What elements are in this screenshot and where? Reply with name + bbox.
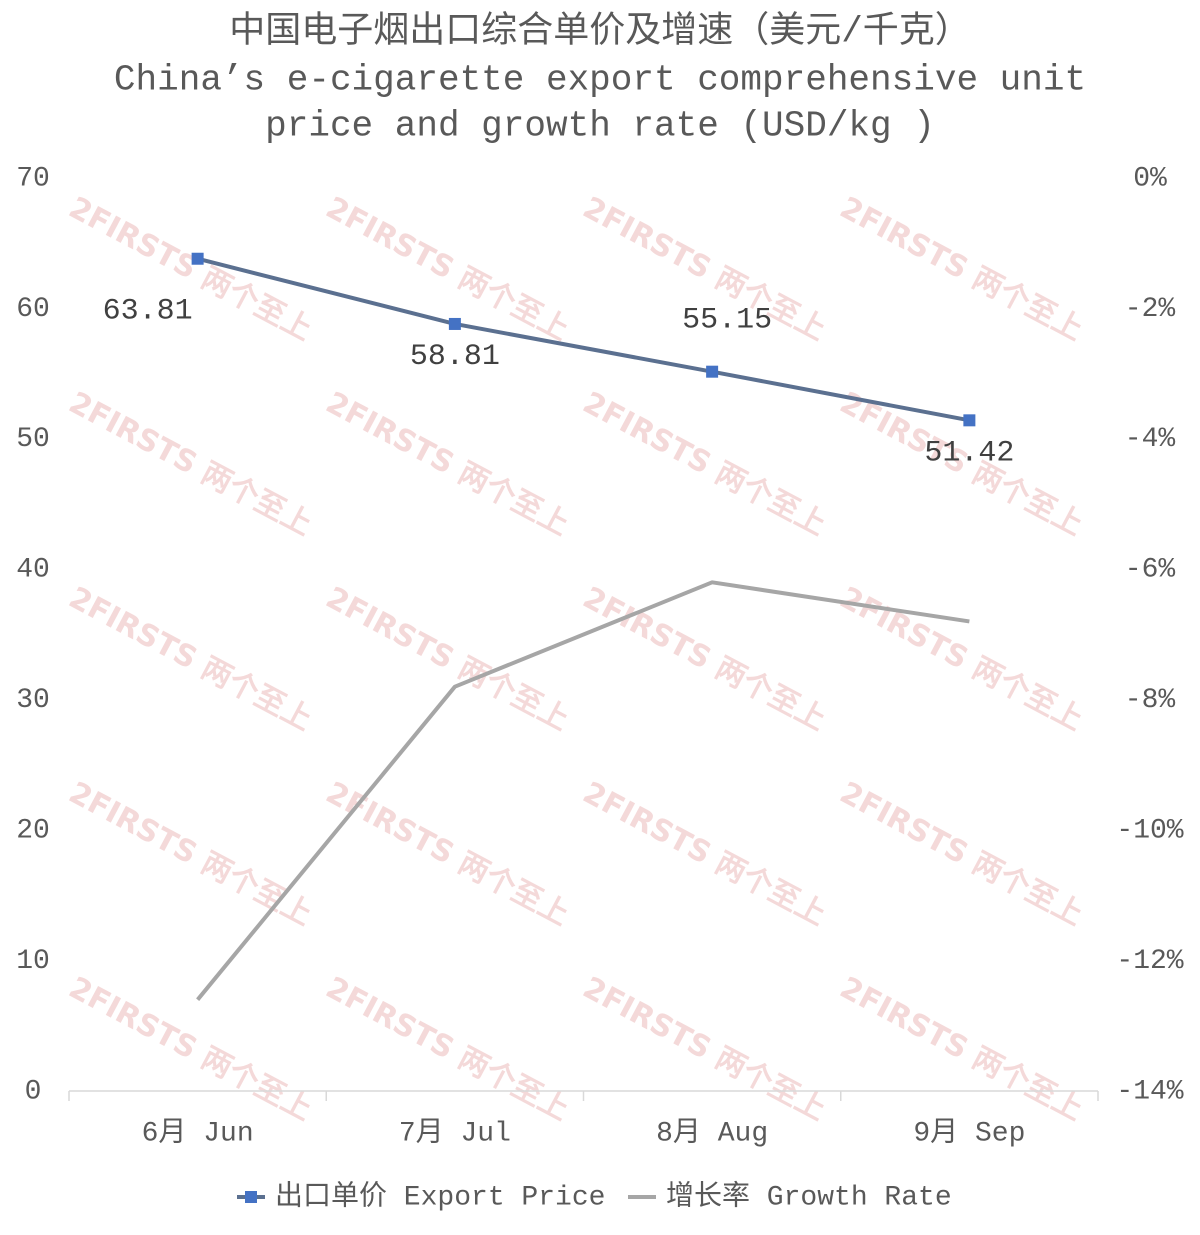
y-tick-label: 20 <box>16 816 50 847</box>
chart-title: 中国电子烟出口综合单价及增速（美元/千克） <box>229 10 971 53</box>
y2-tick-label: -2% <box>1125 294 1176 325</box>
data-label: 51.42 <box>924 436 1014 470</box>
data-label: 63.81 <box>103 295 193 329</box>
watermark: 2FIRSTS 两个至上 <box>320 775 575 933</box>
y-tick-label: 40 <box>16 555 50 586</box>
y-tick-label: 30 <box>16 685 50 716</box>
marker <box>963 414 976 427</box>
y-tick-label: 10 <box>16 946 50 977</box>
x-tick-label: 6月 Jun <box>142 1117 254 1149</box>
chart-subtitle: price and growth rate (USD/kg ) <box>265 106 935 147</box>
legend-label: 增长率 Growth Rate <box>666 1179 952 1213</box>
y2-tick-label: -4% <box>1125 424 1176 455</box>
watermark: 2FIRSTS 两个至上 <box>63 580 318 738</box>
watermarks: 2FIRSTS 两个至上 2FIRSTS 两个至上 2FIRSTS 两个至上 2FIR… <box>63 190 1089 1128</box>
legend-label: 出口单价 Export Price <box>275 1179 605 1213</box>
watermark: 2FIRSTS 两个至上 <box>834 580 1089 738</box>
y-tick-label: 0 <box>25 1076 42 1107</box>
y2-tick-label: -8% <box>1125 685 1176 716</box>
y-tick-label: 50 <box>16 424 50 455</box>
marker <box>706 365 719 378</box>
y-tick-label: 70 <box>16 163 50 194</box>
y2-tick-label: -12% <box>1116 946 1183 977</box>
y-tick-label: 60 <box>16 294 50 325</box>
y2-tick-label: 0% <box>1133 163 1167 194</box>
x-tick-label: 9月 Sep <box>913 1117 1025 1149</box>
watermark: 2FIRSTS 两个至上 <box>320 970 575 1128</box>
y2-tick-label: -6% <box>1125 555 1176 586</box>
legend-marker <box>245 1191 257 1203</box>
watermark: 2FIRSTS 两个至上 <box>63 970 318 1128</box>
watermark: 2FIRSTS 两个至上 <box>320 580 575 738</box>
data-label: 55.15 <box>682 304 772 338</box>
data-label: 58.81 <box>410 340 500 374</box>
watermark: 2FIRSTS 两个至上 <box>577 580 832 738</box>
x-tick-label: 7月 Jul <box>399 1117 511 1149</box>
watermark: 2FIRSTS 两个至上 <box>834 190 1089 348</box>
marker <box>191 252 204 265</box>
watermark: 2FIRSTS 两个至上 <box>577 775 832 933</box>
watermark: 2FIRSTS 两个至上 <box>320 190 575 348</box>
y2-tick-label: -14% <box>1116 1076 1183 1107</box>
y2-tick-label: -10% <box>1116 816 1183 847</box>
watermark: 2FIRSTS 两个至上 <box>63 775 318 933</box>
series-line <box>196 580 970 1001</box>
watermark: 2FIRSTS 两个至上 <box>577 970 832 1128</box>
watermark: 2FIRSTS 两个至上 <box>320 385 575 543</box>
watermark: 2FIRSTS 两个至上 <box>63 385 318 543</box>
watermark: 2FIRSTS 两个至上 <box>577 385 832 543</box>
marker <box>448 317 461 330</box>
watermark: 2FIRSTS 两个至上 <box>834 775 1089 933</box>
chart-subtitle: China’s e-cigarette export comprehensive… <box>114 60 1086 101</box>
series-line <box>197 256 970 423</box>
x-tick-label: 8月 Aug <box>656 1117 768 1149</box>
watermark: 2FIRSTS 两个至上 <box>834 970 1089 1128</box>
